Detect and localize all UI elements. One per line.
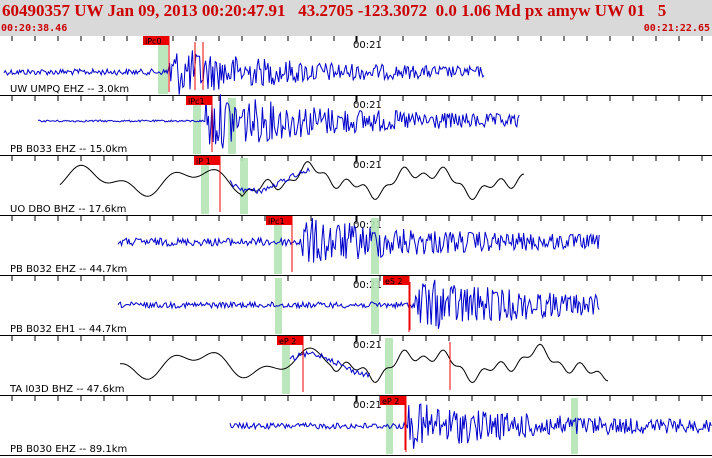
pick-flag xyxy=(143,36,169,45)
minute-tick-label: 00:21 xyxy=(353,220,382,231)
pick-flag xyxy=(266,216,292,225)
pick-flag xyxy=(383,276,409,285)
trace-panel-4[interactable]: 00:21 iPc1 PB B032 EHZ -- 44.7km xyxy=(0,216,712,276)
waveform xyxy=(37,94,520,149)
pick-label: eS 2 xyxy=(385,277,403,286)
end-time: 00:21:22.65 xyxy=(643,23,710,34)
pick-label: eP 2 xyxy=(382,397,399,406)
pick-label: iP 1 xyxy=(196,157,211,166)
trace-label: UW UMPQ EHZ -- 3.0km xyxy=(10,84,129,95)
pick-label: iPc1 xyxy=(268,217,285,226)
minute-tick-label: 00:21 xyxy=(353,280,382,291)
minute-tick-label: 00:21 xyxy=(353,160,382,171)
trace-label: UO DBO BHZ -- 17.6km xyxy=(10,204,126,215)
trace-label: TA I03D BHZ -- 47.6km xyxy=(9,384,125,395)
pick-flag xyxy=(277,336,303,345)
pick-label: iPc1 xyxy=(188,97,205,106)
seismogram-panel[interactable]: 00:21 iPc0 UW UMPQ EHZ -- 3.0km 00:21 iPc1 PB… xyxy=(0,36,712,458)
pick-label: iPc0 xyxy=(145,37,162,46)
pick-window xyxy=(158,38,168,94)
pick-flag xyxy=(194,156,220,165)
trace-label: PB B032 EHZ -- 44.7km xyxy=(10,264,127,275)
pick-window xyxy=(371,218,379,274)
header-bar: 60490357 UW Jan 09, 2013 00:20:47.91 43.… xyxy=(0,0,712,36)
start-time: 00:20:38.46 xyxy=(1,23,68,34)
pick-window xyxy=(201,158,209,214)
trace-panel-3[interactable]: 00:21 iP 1 UO DBO BHZ -- 17.6km xyxy=(0,156,712,216)
pick-window xyxy=(282,338,290,394)
waveform xyxy=(229,166,310,195)
waveform xyxy=(117,279,600,329)
minute-tick-label: 00:21 xyxy=(353,100,382,111)
pick-window xyxy=(385,338,393,394)
pick-window xyxy=(274,218,282,274)
trace-panel-1[interactable]: 00:21 iPc0 UW UMPQ EHZ -- 3.0km xyxy=(0,36,712,96)
minute-tick-label: 00:21 xyxy=(353,40,382,51)
pick-flag xyxy=(380,396,406,405)
pick-window xyxy=(240,158,248,214)
event-title: 60490357 UW Jan 09, 2013 00:20:47.91 43.… xyxy=(2,1,667,20)
waveform-filtered xyxy=(120,343,609,384)
waveform xyxy=(3,50,485,95)
minute-tick-label: 00:21 xyxy=(353,340,382,351)
trace-label: PB B033 EHZ -- 15.0km xyxy=(10,144,127,155)
trace-panel-7[interactable]: 00:21 eP 2 PB B030 EHZ -- 89.1km xyxy=(0,396,712,456)
waveform xyxy=(117,218,600,263)
pick-flag xyxy=(186,96,212,105)
trace-panel-2[interactable]: 00:21 iPc1 PB B033 EHZ -- 15.0km xyxy=(0,94,712,156)
pick-window xyxy=(193,98,201,154)
trace-panel-6[interactable]: 00:21 eP 2 TA I03D BHZ -- 47.6km xyxy=(0,336,712,396)
trace-panel-5[interactable]: 00:21 eS 2 PB B032 EH1 -- 44.7km xyxy=(0,276,712,336)
waveform-filtered xyxy=(59,161,525,201)
trace-label: PB B030 EHZ -- 89.1km xyxy=(10,444,127,455)
trace-label: PB B032 EH1 -- 44.7km xyxy=(10,324,127,335)
minute-tick-label: 00:21 xyxy=(353,400,382,411)
pick-window xyxy=(371,278,379,334)
pick-label: eP 2 xyxy=(279,337,296,346)
pick-window xyxy=(386,398,393,454)
pick-window xyxy=(571,398,578,454)
waveform xyxy=(229,403,712,449)
